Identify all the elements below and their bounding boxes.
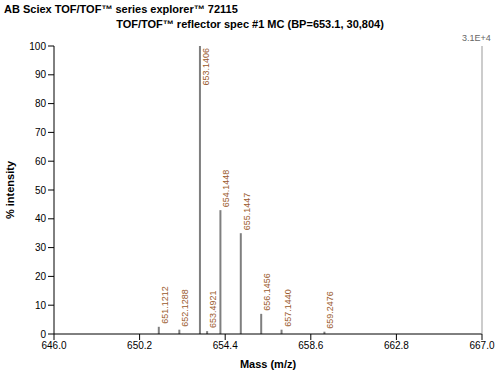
html-text:AB Sciex TOF/TOF™ series explo: AB Sciex TOF/TOF™ series explorer™ 72115	[4, 3, 238, 15]
svg-text:80: 80	[35, 98, 47, 109]
svg-text:70: 70	[35, 127, 47, 138]
svg-text:662.8: 662.8	[384, 340, 409, 351]
svg-text:30: 30	[35, 242, 47, 253]
svg-text:657.1440: 657.1440	[283, 289, 293, 327]
svg-text:654.4: 654.4	[213, 340, 238, 351]
svg-text:60: 60	[35, 156, 47, 167]
svg-text:650.2: 650.2	[127, 340, 152, 351]
svg-text:653.4921: 653.4921	[208, 291, 218, 329]
svg-text:% intensity: % intensity	[8, 160, 16, 219]
svg-text:658.6: 658.6	[298, 340, 323, 351]
html-text:3.1E+4: 3.1E+4	[462, 33, 491, 43]
svg-text:90: 90	[35, 69, 47, 80]
svg-text:653.1406: 653.1406	[201, 48, 211, 86]
svg-text:659.2476: 659.2476	[325, 291, 335, 329]
svg-text:0: 0	[40, 329, 46, 340]
svg-text:652.1288: 652.1288	[180, 289, 190, 327]
svg-text:100: 100	[29, 41, 46, 52]
svg-text:40: 40	[35, 213, 47, 224]
svg-text:50: 50	[35, 185, 47, 196]
svg-text:Mass (m/z): Mass (m/z)	[240, 358, 297, 370]
svg-text:20: 20	[35, 271, 47, 282]
html-text:TOF/TOF™ reflector spec #1 MC: TOF/TOF™ reflector spec #1 MC (BP=653.1,…	[116, 18, 384, 30]
svg-text:655.1447: 655.1447	[242, 193, 252, 231]
svg-text:651.1212: 651.1212	[160, 286, 170, 324]
svg-text:10: 10	[35, 300, 47, 311]
svg-text:646.0: 646.0	[41, 340, 66, 351]
svg-text:667.0: 667.0	[469, 340, 492, 351]
svg-text:654.1448: 654.1448	[221, 170, 231, 208]
svg-text:656.1456: 656.1456	[262, 273, 272, 311]
